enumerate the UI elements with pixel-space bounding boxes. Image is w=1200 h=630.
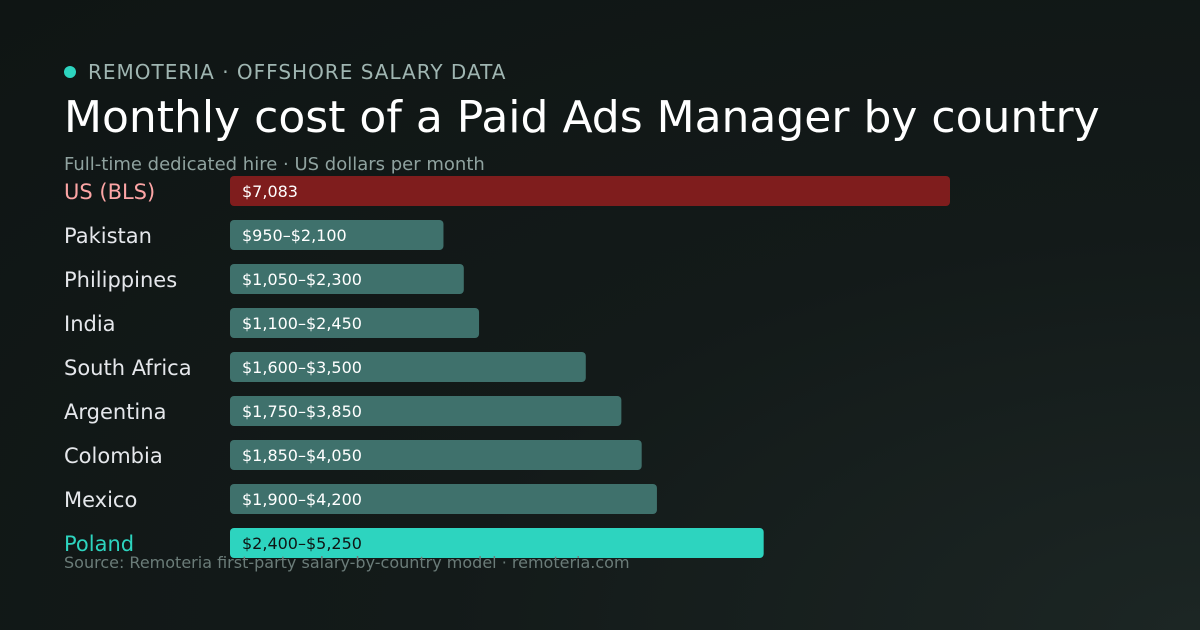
category-label: India bbox=[64, 312, 116, 336]
data-label: $1,050–$2,300 bbox=[242, 270, 362, 289]
data-label: $2,400–$5,250 bbox=[242, 534, 362, 553]
page-title: Monthly cost of a Paid Ads Manager by co… bbox=[64, 92, 1100, 143]
brand-header: REMOTERIA · OFFSHORE SALARY DATA bbox=[64, 60, 506, 84]
brand-label: REMOTERIA · OFFSHORE SALARY DATA bbox=[88, 60, 507, 84]
category-label: Pakistan bbox=[64, 224, 152, 248]
bar bbox=[230, 264, 464, 294]
bar bbox=[230, 308, 480, 338]
bar bbox=[230, 528, 764, 558]
data-label: $1,100–$2,450 bbox=[242, 314, 362, 333]
category-label: South Africa bbox=[64, 356, 192, 380]
data-label: $1,900–$4,200 bbox=[242, 490, 362, 509]
brand-dot-icon bbox=[64, 66, 76, 78]
category-label: Poland bbox=[64, 532, 134, 556]
data-label: $1,750–$3,850 bbox=[242, 402, 362, 421]
category-label: Argentina bbox=[64, 400, 166, 424]
bar bbox=[230, 352, 586, 382]
data-label: $950–$2,100 bbox=[242, 226, 347, 245]
page-subtitle: Full-time dedicated hire · US dollars pe… bbox=[64, 154, 485, 175]
category-label: US (BLS) bbox=[64, 180, 155, 204]
source-note: Source: Remoteria first-party salary-by-… bbox=[64, 553, 630, 572]
category-label: Colombia bbox=[64, 444, 163, 468]
data-label: $1,600–$3,500 bbox=[242, 358, 362, 377]
category-label: Philippines bbox=[64, 268, 177, 292]
bar bbox=[230, 484, 657, 514]
bar bbox=[230, 396, 622, 426]
data-label: $1,850–$4,050 bbox=[242, 446, 362, 465]
bar bbox=[230, 176, 950, 206]
bar bbox=[230, 440, 642, 470]
bar bbox=[230, 220, 444, 250]
data-label: $7,083 bbox=[242, 182, 298, 201]
category-label: Mexico bbox=[64, 488, 137, 512]
